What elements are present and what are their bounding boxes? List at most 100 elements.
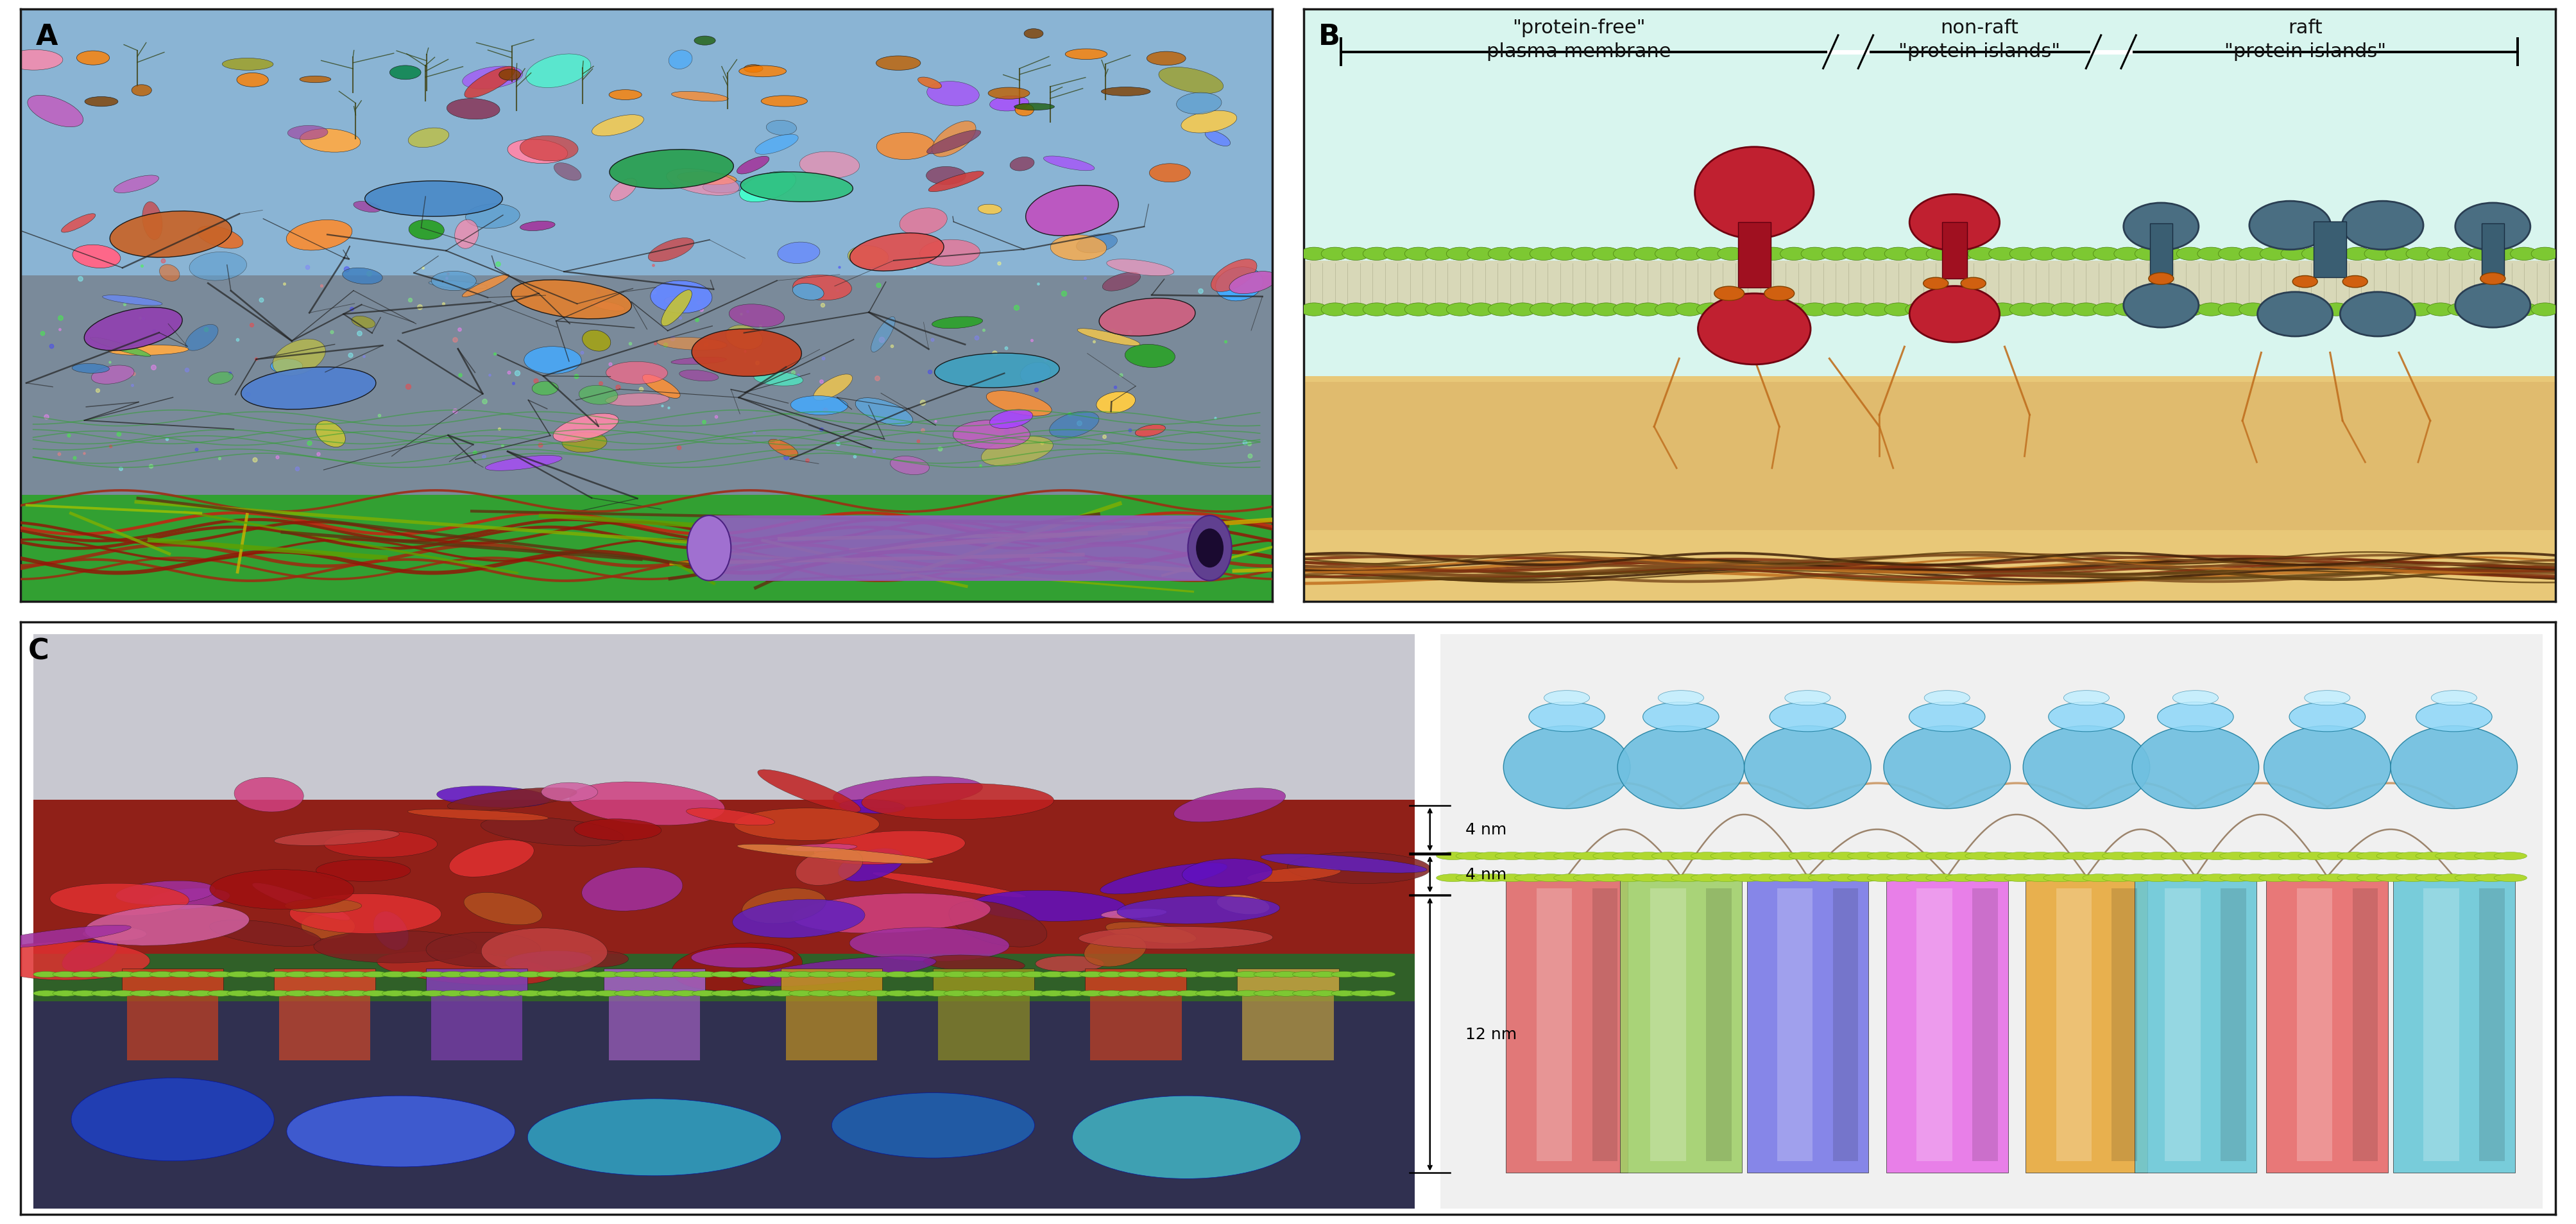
Ellipse shape <box>1216 267 1262 301</box>
Circle shape <box>1927 304 1953 316</box>
Circle shape <box>2476 852 2506 860</box>
Circle shape <box>1780 304 1808 316</box>
Circle shape <box>750 972 775 978</box>
Circle shape <box>1574 852 1607 860</box>
Circle shape <box>479 972 505 978</box>
Circle shape <box>1965 852 1999 860</box>
Circle shape <box>2494 852 2527 860</box>
Ellipse shape <box>582 330 611 351</box>
Circle shape <box>2476 874 2506 881</box>
Circle shape <box>886 972 912 978</box>
Circle shape <box>420 972 446 978</box>
Circle shape <box>2427 247 2455 261</box>
Ellipse shape <box>2306 690 2349 705</box>
Ellipse shape <box>301 913 355 939</box>
Circle shape <box>1273 972 1298 978</box>
Circle shape <box>1234 990 1260 996</box>
Circle shape <box>1437 874 1468 881</box>
Circle shape <box>170 990 193 996</box>
Ellipse shape <box>1288 852 1430 884</box>
Circle shape <box>1574 874 1607 881</box>
Ellipse shape <box>350 317 376 328</box>
Bar <box>1236 968 1340 995</box>
Ellipse shape <box>2432 690 2476 705</box>
Ellipse shape <box>116 881 216 905</box>
Circle shape <box>1960 278 1986 290</box>
Circle shape <box>1342 304 1370 316</box>
Circle shape <box>866 990 891 996</box>
Ellipse shape <box>1206 131 1231 147</box>
Ellipse shape <box>778 242 819 264</box>
Circle shape <box>1654 304 1682 316</box>
Ellipse shape <box>742 956 935 987</box>
Circle shape <box>1061 972 1084 978</box>
Circle shape <box>2197 247 2226 261</box>
Ellipse shape <box>1883 726 2009 809</box>
Circle shape <box>1551 247 1579 261</box>
Ellipse shape <box>1103 273 1141 291</box>
Ellipse shape <box>814 831 966 864</box>
Circle shape <box>1079 972 1105 978</box>
Ellipse shape <box>1188 515 1231 581</box>
Ellipse shape <box>314 930 477 963</box>
Circle shape <box>711 990 737 996</box>
Circle shape <box>1927 852 1958 860</box>
Ellipse shape <box>464 67 515 98</box>
Circle shape <box>770 972 796 978</box>
Circle shape <box>304 972 330 978</box>
Circle shape <box>2259 247 2287 261</box>
Circle shape <box>1157 990 1182 996</box>
Bar <box>273 968 376 995</box>
Bar <box>2112 889 2138 1160</box>
Circle shape <box>363 972 389 978</box>
Ellipse shape <box>837 848 904 881</box>
Circle shape <box>2344 304 2370 316</box>
Bar <box>430 993 523 1060</box>
Bar <box>938 993 1030 1060</box>
Circle shape <box>1886 874 1919 881</box>
Circle shape <box>1862 247 1891 261</box>
Ellipse shape <box>755 372 804 387</box>
Circle shape <box>1984 852 2017 860</box>
Circle shape <box>2200 852 2233 860</box>
Circle shape <box>925 990 951 996</box>
Circle shape <box>1383 247 1412 261</box>
Circle shape <box>1425 304 1453 316</box>
Circle shape <box>1363 247 1391 261</box>
Circle shape <box>52 990 77 996</box>
Circle shape <box>1906 874 1940 881</box>
Circle shape <box>1553 874 1587 881</box>
Circle shape <box>1947 247 1976 261</box>
Ellipse shape <box>760 97 806 108</box>
Circle shape <box>1553 852 1587 860</box>
Ellipse shape <box>317 859 410 881</box>
Ellipse shape <box>554 163 582 181</box>
Circle shape <box>343 990 368 996</box>
Circle shape <box>981 990 1007 996</box>
Bar <box>1747 876 1868 1173</box>
Circle shape <box>2071 304 2099 316</box>
Circle shape <box>1079 990 1105 996</box>
Ellipse shape <box>1229 272 1278 294</box>
Circle shape <box>1177 990 1200 996</box>
Circle shape <box>809 972 835 978</box>
Ellipse shape <box>49 884 188 916</box>
Ellipse shape <box>299 130 361 153</box>
Text: "protein-free"
plasma membrane: "protein-free" plasma membrane <box>1486 18 1672 61</box>
Bar <box>2313 222 2347 278</box>
Circle shape <box>1494 852 1528 860</box>
Ellipse shape <box>1785 690 1832 705</box>
Circle shape <box>2259 304 2287 316</box>
Ellipse shape <box>1618 726 1744 809</box>
Circle shape <box>2141 852 2174 860</box>
Ellipse shape <box>611 179 636 202</box>
Ellipse shape <box>860 783 1054 820</box>
Circle shape <box>325 972 350 978</box>
Ellipse shape <box>2416 703 2491 732</box>
Bar <box>786 993 878 1060</box>
Circle shape <box>170 972 193 978</box>
Ellipse shape <box>528 1099 781 1176</box>
Bar <box>33 1001 1414 1208</box>
Ellipse shape <box>2391 726 2517 809</box>
Circle shape <box>479 990 505 996</box>
